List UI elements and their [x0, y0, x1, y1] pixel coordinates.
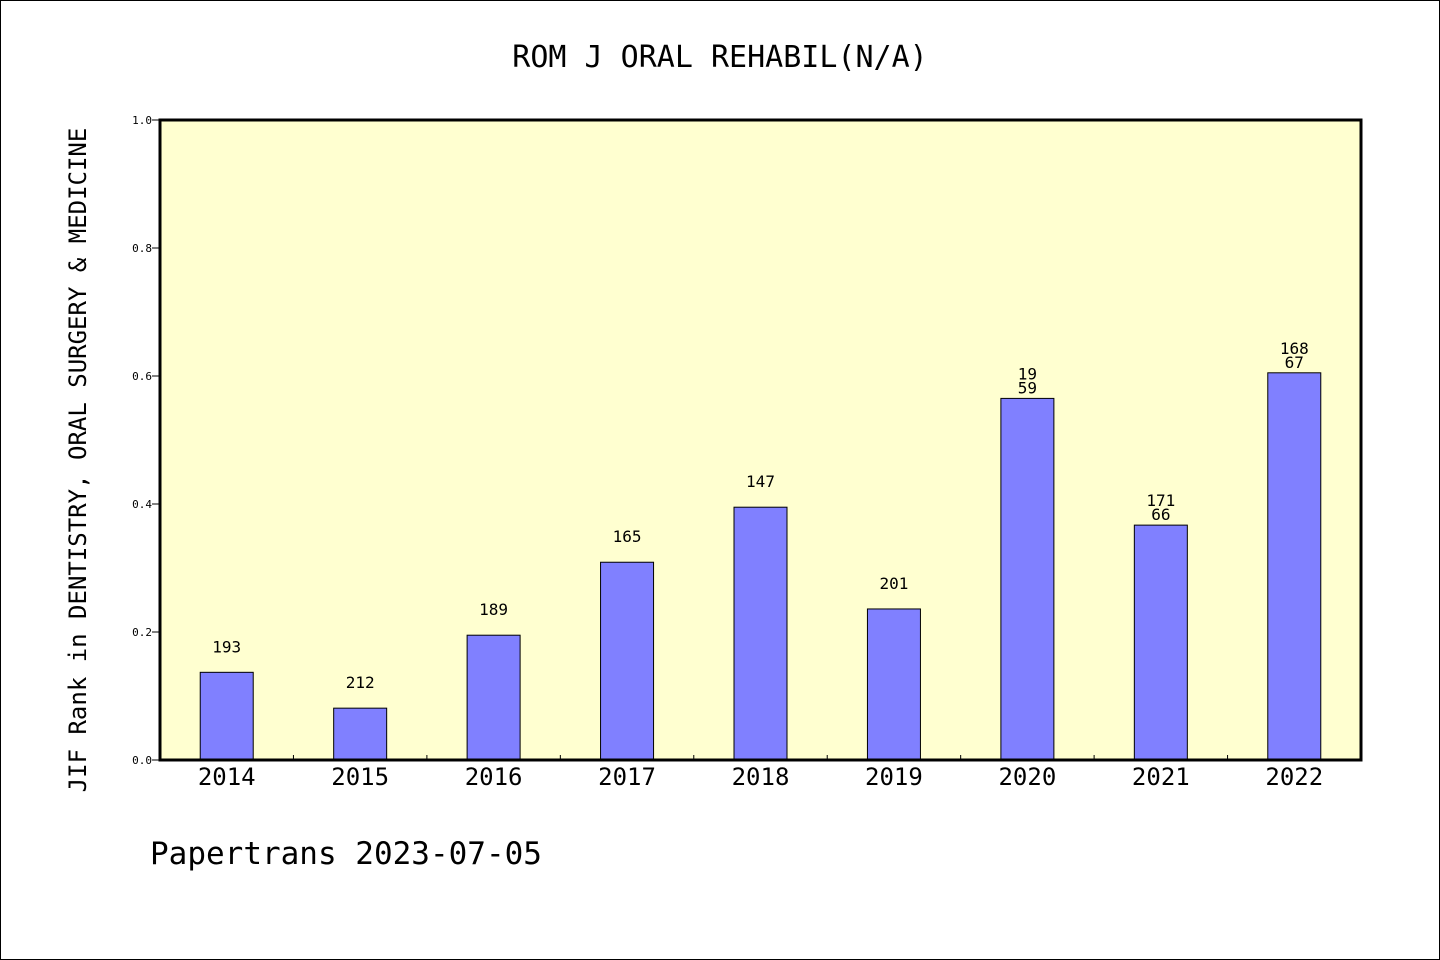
x-tick-label-2015: 2015: [331, 763, 389, 791]
data-label-2021-sub: 66: [1151, 505, 1170, 524]
ticks-group: 0.0 0.2 0.4 0.6 0.8 1.0 2014 2015 2016 2017 2018 20…: [132, 114, 1323, 791]
x-tick-label-2018: 2018: [732, 763, 790, 791]
data-label-2022-rank: 168: [1280, 339, 1309, 358]
data-label-2015: 212: [346, 673, 375, 692]
x-tick-label-2014: 2014: [198, 763, 256, 791]
x-tick-label-2022: 2022: [1265, 763, 1323, 791]
x-tick-label-2020: 2020: [998, 763, 1056, 791]
data-label-2014: 193: [212, 637, 241, 656]
bar-2019: [866, 608, 921, 761]
data-label-2018: 147: [746, 472, 775, 491]
y-tick-label: 0.4: [132, 498, 152, 511]
bar-2016: [466, 634, 521, 761]
bar-2014: [199, 671, 254, 761]
footer-credit: Papertrans 2023-07-05: [150, 836, 542, 872]
y-tick-label: 1.0: [132, 114, 152, 127]
bar-2015: [333, 707, 388, 761]
bar-2018: [733, 506, 788, 761]
y-tick-label: 0.8: [132, 242, 152, 255]
data-label-2017: 165: [613, 527, 642, 546]
bar-2022: [1267, 372, 1322, 761]
data-label-2020-sub: 59: [1018, 378, 1037, 397]
chart-title: ROM J ORAL REHABIL(N/A): [512, 40, 927, 75]
data-label-2020-rank: 19: [1018, 364, 1037, 383]
bars-group: [199, 372, 1322, 761]
x-tick-label-2017: 2017: [598, 763, 656, 791]
y-tick-label: 0.2: [132, 626, 152, 639]
data-label-2021-rank: 171: [1146, 491, 1175, 510]
x-tick-label-2019: 2019: [865, 763, 923, 791]
y-tick-label: 0.0: [132, 754, 152, 767]
x-tick-label-2021: 2021: [1132, 763, 1190, 791]
bar-2021: [1133, 524, 1188, 761]
bar-2020: [1000, 397, 1055, 761]
data-label-2019: 201: [879, 574, 908, 593]
plot-border: [158, 118, 1363, 762]
data-label-2016: 189: [479, 600, 508, 619]
bar-2017: [600, 561, 655, 761]
y-axis-label: JIF Rank in DENTISTRY, ORAL SURGERY & ME…: [64, 128, 92, 793]
x-tick-label-2016: 2016: [465, 763, 523, 791]
data-label-2022-sub: 67: [1285, 353, 1304, 372]
y-tick-label: 0.6: [132, 370, 152, 383]
